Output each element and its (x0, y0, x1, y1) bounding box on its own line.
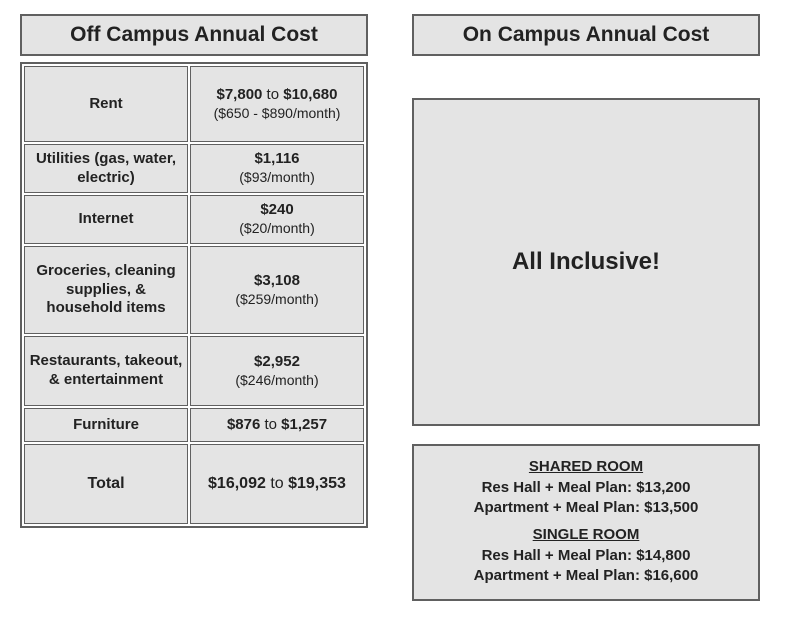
row-label: Rent (24, 66, 188, 142)
row-value: $7,800 to $10,680 ($650 - $890/month) (190, 66, 364, 142)
plan-line: Apartment + Meal Plan: $13,500 (422, 499, 750, 516)
on-campus-title: On Campus Annual Cost (412, 14, 760, 56)
row-value: $2,952 ($246/month) (190, 336, 364, 406)
plan-line: Res Hall + Meal Plan: $13,200 (422, 479, 750, 496)
all-inclusive-box: All Inclusive! (412, 98, 760, 426)
spacer (412, 62, 760, 98)
row-value: $876 to $1,257 (190, 408, 364, 442)
plans-box: SHARED ROOM Res Hall + Meal Plan: $13,20… (412, 444, 760, 601)
plan-line: Res Hall + Meal Plan: $14,800 (422, 547, 750, 564)
off-campus-column: Off Campus Annual Cost Rent $7,800 to $1… (20, 14, 368, 614)
row-label: Total (24, 444, 188, 524)
row-value: $240 ($20/month) (190, 195, 364, 244)
off-campus-table: Rent $7,800 to $10,680 ($650 - $890/mont… (20, 62, 368, 528)
single-room-header: SINGLE ROOM (422, 526, 750, 543)
table-row: Rent $7,800 to $10,680 ($650 - $890/mont… (24, 66, 364, 142)
table-row: Restaurants, takeout, & entertainment $2… (24, 336, 364, 406)
row-value: $16,092 to $19,353 (190, 444, 364, 524)
off-campus-title: Off Campus Annual Cost (20, 14, 368, 56)
row-label: Internet (24, 195, 188, 244)
table-row: Groceries, cleaning supplies, & househol… (24, 246, 364, 334)
on-campus-column: On Campus Annual Cost All Inclusive! SHA… (412, 14, 760, 614)
shared-room-header: SHARED ROOM (422, 458, 750, 475)
row-value: $3,108 ($259/month) (190, 246, 364, 334)
row-label: Furniture (24, 408, 188, 442)
row-label: Utilities (gas, water, electric) (24, 144, 188, 193)
table-row-total: Total $16,092 to $19,353 (24, 444, 364, 524)
row-label: Restaurants, takeout, & entertainment (24, 336, 188, 406)
table-row: Utilities (gas, water, electric) $1,116 … (24, 144, 364, 193)
row-value: $1,116 ($93/month) (190, 144, 364, 193)
row-label: Groceries, cleaning supplies, & househol… (24, 246, 188, 334)
plan-line: Apartment + Meal Plan: $16,600 (422, 567, 750, 584)
table-row: Internet $240 ($20/month) (24, 195, 364, 244)
table-row: Furniture $876 to $1,257 (24, 408, 364, 442)
